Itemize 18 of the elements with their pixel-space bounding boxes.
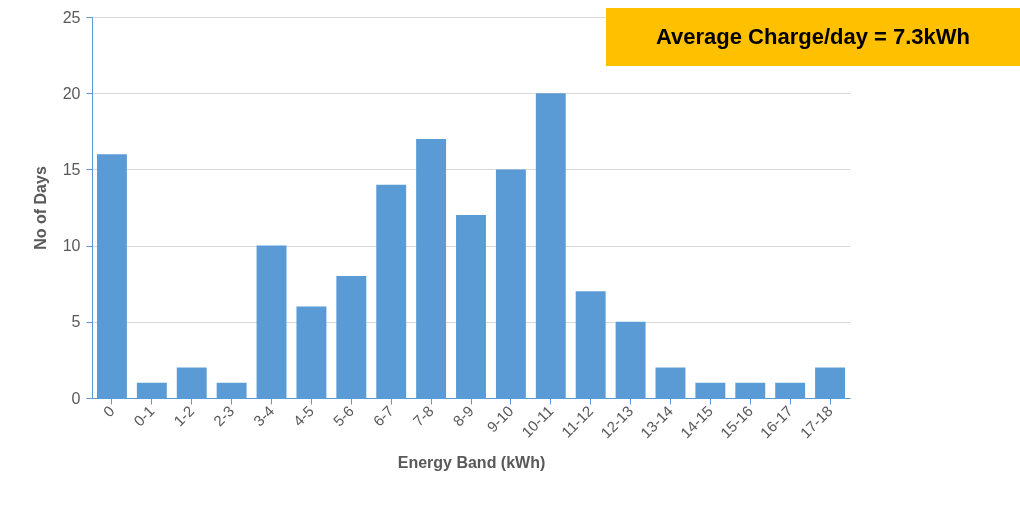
- x-tick-label: 3-4: [249, 402, 278, 430]
- x-tick-label: 6-7: [369, 402, 397, 430]
- x-tick-label: 2-3: [209, 402, 238, 430]
- x-tick-label: 8-9: [449, 402, 477, 430]
- x-tick-label: 5-6: [329, 402, 357, 430]
- x-axis-title: Energy Band (kWh): [397, 454, 546, 472]
- y-axis-title: No of Days: [31, 166, 49, 250]
- x-tick-label: 0: [99, 402, 118, 421]
- y-tick-label: 25: [62, 8, 81, 26]
- x-tick-label: 1-2: [170, 402, 198, 430]
- y-tick-label: 20: [62, 84, 81, 102]
- y-tick-label: 0: [71, 389, 81, 407]
- y-tick-label: 10: [62, 237, 81, 255]
- x-tick-label: 7-8: [409, 402, 437, 430]
- y-tick-label: 5: [71, 313, 81, 331]
- y-tick-label: 15: [62, 160, 81, 178]
- x-tick-label: 0-1: [130, 402, 158, 430]
- x-tick-label: 4-5: [289, 402, 318, 430]
